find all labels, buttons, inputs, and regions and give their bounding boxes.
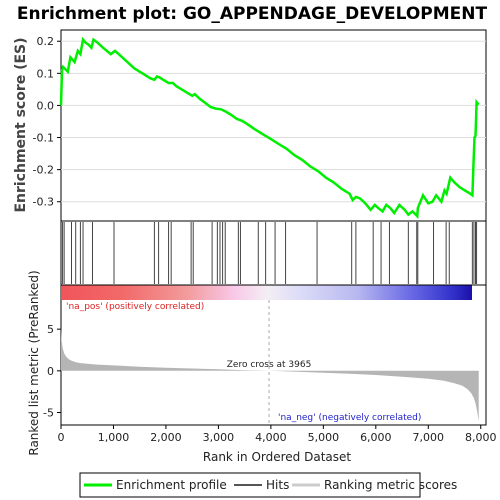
ranking-color-bar — [62, 285, 472, 300]
legend-ranking-label: Ranking metric scores — [324, 478, 457, 492]
chart-title: Enrichment plot: GO_APPENDAGE_DEVELOPMEN… — [17, 4, 488, 24]
ranking-metric-area — [61, 327, 479, 421]
legend-box — [79, 472, 421, 498]
x-tick-label: 1,000 — [98, 431, 130, 444]
x-tick-label: 4,000 — [255, 431, 287, 444]
neg-label: 'na_neg' (negatively correlated) — [278, 413, 421, 423]
pos-label: 'na_pos' (positively correlated) — [66, 302, 204, 312]
es-ytick-label: 0.1 — [37, 67, 55, 80]
legend-hits-label: Hits — [266, 478, 289, 492]
es-ytick-label: -0.1 — [33, 132, 54, 145]
es-ytick-label: -0.2 — [33, 164, 54, 177]
ranked-ylabel: Ranked list metric (PreRanked) — [27, 270, 41, 455]
x-tick-label: 5,000 — [308, 431, 340, 444]
enrichment-profile-line — [59, 36, 480, 220]
es-ytick-label: -0.3 — [33, 196, 54, 209]
legend-profile-label: Enrichment profile — [116, 478, 227, 492]
x-tick-label: 8,000 — [465, 431, 497, 444]
es-panel-frame — [60, 29, 487, 222]
x-tick-label: 0 — [58, 431, 65, 444]
ranked-ytick-label: 5 — [47, 323, 54, 336]
x-tick-label: 6,000 — [360, 431, 392, 444]
zero-cross-label: Zero cross at 3965 — [227, 360, 312, 370]
es-ylabel: Enrichment score (ES) — [13, 37, 29, 212]
x-tick-label: 2,000 — [150, 431, 182, 444]
es-ytick-label: 0.2 — [37, 35, 55, 48]
x-tick-label: 7,000 — [413, 431, 445, 444]
es-ytick-label: 0.0 — [37, 99, 55, 112]
x-tick-label: 3,000 — [203, 431, 235, 444]
x-axis-label: Rank in Ordered Dataset — [203, 450, 351, 464]
ranked-ytick-label: -5 — [43, 407, 54, 420]
ranked-ytick-label: 0 — [47, 365, 54, 378]
hits-panel-frame — [60, 220, 487, 286]
